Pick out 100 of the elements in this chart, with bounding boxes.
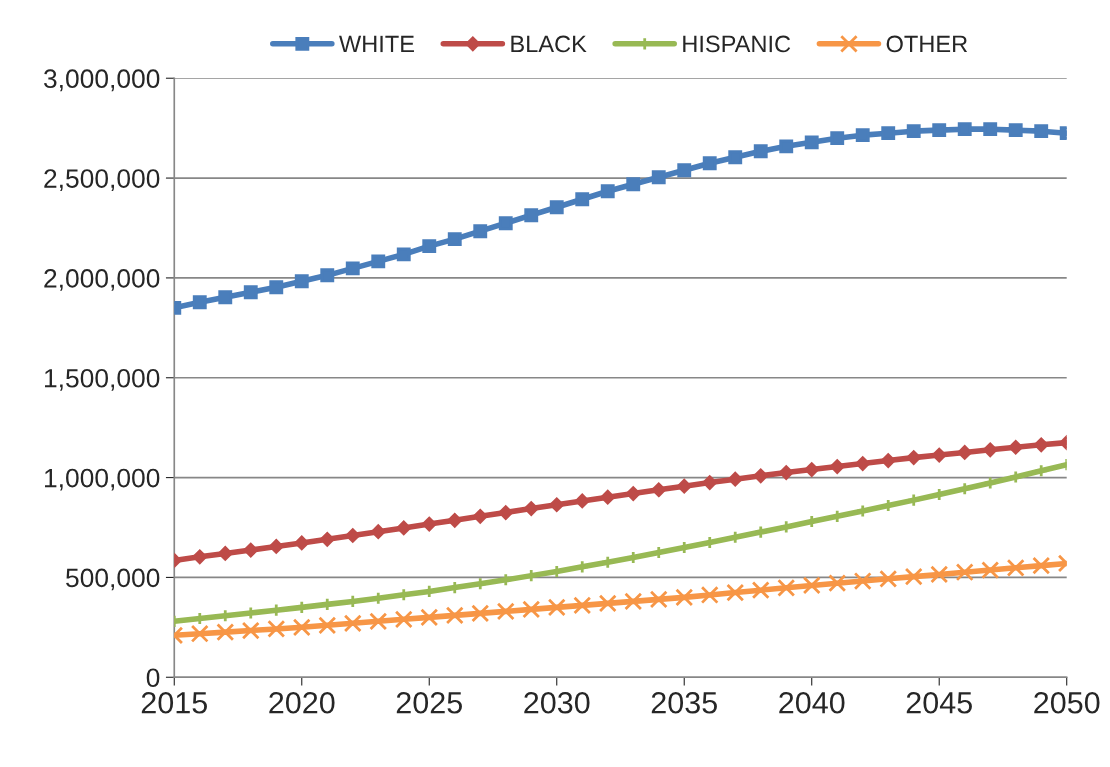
point: [649, 590, 668, 609]
y-tick-label: 500,000: [66, 568, 160, 591]
point: [1008, 470, 1023, 484]
point: [369, 612, 388, 631]
point: [420, 608, 439, 627]
y-tick-label: 2,500,000: [44, 169, 160, 192]
legend-label: BLACK: [511, 35, 587, 53]
y-tick-label: 0: [146, 668, 160, 688]
point: [496, 602, 515, 621]
point: [345, 528, 361, 543]
x-tick-label: 2050: [1034, 691, 1100, 714]
point: [778, 465, 794, 480]
point: [422, 239, 437, 254]
point: [1008, 439, 1023, 455]
point: [243, 285, 258, 300]
point: [626, 177, 641, 192]
x-tick-label: 2040: [779, 691, 845, 714]
y-tick-label: 1,000,000: [45, 468, 160, 491]
point: [371, 254, 386, 269]
point: [523, 501, 539, 516]
x-tick-label: 2030: [524, 691, 590, 714]
point: [522, 600, 541, 619]
point: [269, 280, 284, 295]
point: [651, 170, 666, 185]
point: [829, 459, 845, 474]
point: [192, 295, 207, 310]
point: [955, 563, 974, 582]
point: [855, 456, 871, 471]
point: [906, 450, 921, 465]
point: [549, 200, 564, 215]
point: [1006, 558, 1025, 577]
point: [700, 585, 719, 605]
point: [268, 539, 284, 554]
point: [394, 610, 413, 629]
point: [930, 565, 949, 584]
point: [498, 216, 513, 231]
point: [906, 124, 921, 139]
point: [598, 594, 617, 613]
point: [600, 184, 615, 199]
point: [217, 546, 233, 561]
point: [320, 268, 335, 283]
point: [472, 509, 488, 524]
y-tick-label: 2,000,000: [44, 269, 160, 291]
point: [318, 616, 337, 635]
point: [292, 618, 311, 637]
point: [830, 131, 845, 146]
x-tick-label: 2025: [396, 691, 462, 714]
x-tick-label: 2045: [906, 691, 972, 714]
point: [726, 583, 745, 602]
point: [421, 516, 437, 532]
legend-label: HISPANIC: [683, 35, 791, 53]
point: [445, 606, 464, 625]
point: [932, 123, 947, 138]
point: [216, 623, 235, 642]
point: [267, 619, 286, 638]
point: [702, 156, 717, 171]
point: [294, 274, 309, 289]
y-tick-label: 1,500,000: [45, 368, 160, 391]
point: [931, 447, 947, 463]
point: [547, 598, 566, 617]
point: [190, 624, 209, 643]
point: [880, 453, 896, 468]
x-tick-label: 2020: [269, 691, 335, 714]
point: [675, 588, 694, 607]
point: [753, 468, 769, 484]
x-tick-label: 2015: [141, 691, 207, 714]
point: [241, 621, 260, 640]
point: [777, 578, 796, 597]
point: [853, 571, 872, 591]
point: [981, 561, 1000, 580]
point: [243, 542, 259, 558]
point: [957, 445, 972, 460]
point: [294, 535, 310, 551]
point: [677, 163, 692, 178]
point: [447, 232, 462, 247]
point: [447, 513, 463, 528]
point: [600, 489, 616, 505]
point: [751, 581, 770, 600]
point: [471, 604, 490, 623]
point: [1034, 124, 1049, 139]
point: [779, 519, 794, 534]
point: [1008, 123, 1023, 138]
point: [396, 520, 412, 536]
point: [192, 549, 208, 565]
point: [879, 569, 898, 588]
point: [855, 128, 870, 143]
point: [573, 596, 592, 615]
point: [779, 139, 794, 154]
point: [702, 475, 718, 490]
point: [624, 592, 643, 611]
point: [498, 505, 514, 520]
x-tick-label: 2035: [651, 691, 717, 714]
point: [804, 462, 820, 477]
point: [473, 224, 488, 239]
point: [904, 567, 923, 586]
point: [753, 144, 768, 159]
point: [524, 208, 539, 223]
point: [574, 493, 590, 509]
point: [396, 247, 411, 262]
point: [1032, 556, 1051, 575]
